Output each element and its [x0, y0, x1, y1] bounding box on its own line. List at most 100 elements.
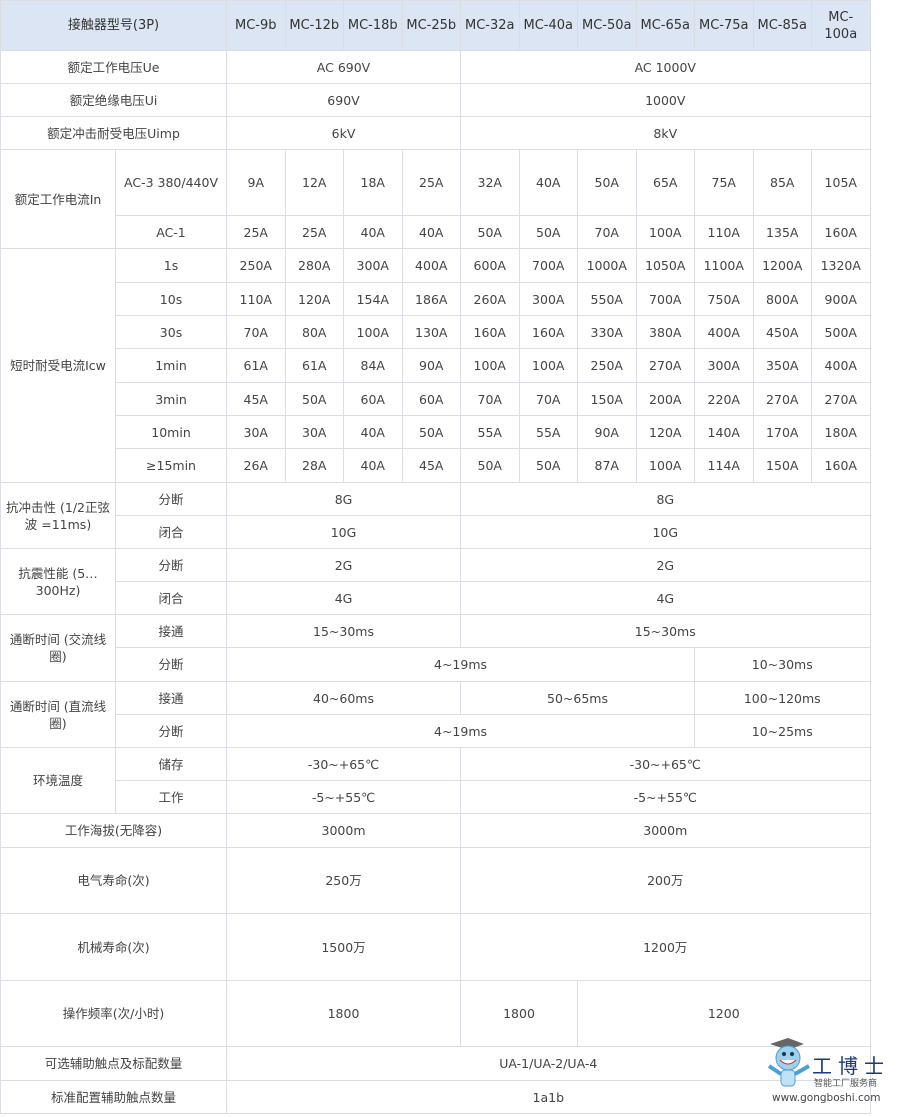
table-cell: 200A: [635, 382, 696, 416]
table-cell: 32A: [460, 149, 520, 216]
table-cell: 130A: [401, 315, 462, 349]
table-cell: 4G: [460, 581, 871, 615]
table-cell: 450A: [752, 315, 813, 349]
table-cell: 84A: [343, 348, 403, 383]
table-cell: 400A: [694, 315, 754, 349]
table-cell: 操作频率(次/小时): [0, 980, 228, 1047]
table-cell: 30A: [284, 415, 345, 449]
table-row: 工作海拔(无降容) 3000m 3000m: [0, 813, 871, 848]
table-cell: 150A: [577, 382, 637, 416]
table-cell: 50A: [518, 215, 579, 249]
table-row: 通断时间 (直流线圈) 接通 40~60ms 50~65ms 100~120ms: [0, 681, 871, 748]
table-cell: 135A: [752, 215, 813, 249]
table-cell: 60A: [401, 382, 462, 416]
table-cell: 50A: [401, 415, 462, 449]
table-cell: 120A: [284, 282, 345, 316]
table-cell: 额定冲击耐受电压Uimp: [0, 116, 228, 150]
table-cell: 270A: [811, 382, 871, 416]
table-row: 额定绝缘电压Ui 690V 1000V: [0, 83, 871, 117]
table-cell: 380A: [635, 315, 696, 349]
table-cell: 800A: [752, 282, 813, 316]
table-cell: 1500万: [226, 913, 462, 981]
table-cell: 工作海拔(无降容): [0, 813, 228, 848]
table-cell: 50A: [460, 215, 520, 249]
table-row: 抗冲击性 (1/2正弦波 =11ms) 分断 8G 8G: [0, 482, 871, 549]
table-cell: 8kV: [460, 116, 871, 150]
table-cell: 30A: [226, 415, 286, 449]
table-cell: 700A: [518, 248, 579, 283]
table-cell: 100A: [460, 348, 520, 383]
table-cell: 400A: [401, 248, 462, 283]
table-cell: 40A: [343, 448, 403, 483]
table-cell: 25A: [284, 215, 345, 249]
table-cell: 额定工作电压Ue: [0, 50, 228, 84]
table-cell: 120A: [635, 415, 696, 449]
table-row: 标准配置辅助触点数量 1a1b: [0, 1080, 871, 1114]
table-cell: AC 1000V: [460, 50, 871, 84]
header-cell: MC-9b: [226, 0, 286, 51]
contactor-spec-table: 接触器型号(3P) MC-9b MC-12b MC-18b MC-25b MC-32a MC…: [0, 0, 871, 1114]
table-cell: 110A: [694, 215, 754, 249]
table-cell: 1050A: [635, 248, 696, 283]
table-cell: 30s: [114, 315, 228, 349]
table-cell: 1200万: [460, 913, 871, 981]
table-cell: 通断时间 (直流线圈): [0, 681, 116, 748]
table-cell: 15~30ms: [460, 614, 871, 648]
table-row: 1min 61A 61A 84A 90A 100A 100A 250A 270A 300A 350A…: [1, 348, 871, 383]
table-cell: 1800: [226, 980, 462, 1047]
table-cell: 10min: [114, 415, 228, 449]
table-cell: 短时耐受电流Icw: [0, 248, 116, 483]
table-cell: 61A: [226, 348, 286, 383]
table-cell: 150A: [752, 448, 813, 483]
table-row: 额定冲击耐受电压Uimp 6kV 8kV: [0, 116, 871, 150]
table-cell: 1000A: [577, 248, 637, 283]
table-row: 3min 45A 50A 60A 60A 70A 70A 150A 200A 220A 270A 27…: [1, 382, 871, 416]
table-cell: 分断: [114, 714, 228, 748]
table-row: ≥15min 26A 28A 40A 45A 50A 50A 87A 100A 114A 150A 1…: [1, 448, 871, 483]
table-cell: 300A: [518, 282, 579, 316]
table-row: 闭合 10G 10G: [1, 515, 871, 549]
table-cell: 抗冲击性 (1/2正弦波 =11ms): [0, 482, 116, 549]
table-cell: 10s: [114, 282, 228, 316]
table-cell: 160A: [518, 315, 579, 349]
table-cell: 80A: [284, 315, 345, 349]
table-cell: 100A: [635, 448, 696, 483]
table-cell: 28A: [284, 448, 345, 483]
table-cell: 280A: [284, 248, 345, 283]
table-cell: 工作: [114, 780, 228, 814]
table-row: 可选辅助触点及标配数量 UA-1/UA-2/UA-4: [0, 1046, 871, 1081]
table-cell: 45A: [401, 448, 462, 483]
table-cell: 70A: [577, 215, 637, 249]
table-row: 抗震性能 (5…300Hz) 分断 2G 2G: [0, 548, 871, 615]
table-cell: 3min: [114, 382, 228, 416]
table-cell: 600A: [460, 248, 520, 283]
table-cell: 分断: [114, 548, 228, 582]
table-cell: 186A: [401, 282, 462, 316]
table-cell: 550A: [577, 282, 637, 316]
table-cell: 85A: [752, 149, 813, 216]
table-cell: 45A: [226, 382, 286, 416]
table-cell: 90A: [577, 415, 637, 449]
table-row: 短时耐受电流Icw 1s 250A 280A 300A 400A 600A 700A 1000A…: [0, 248, 871, 483]
table-cell: 100~120ms: [694, 681, 871, 715]
table-cell: UA-1/UA-2/UA-4: [226, 1046, 871, 1081]
table-cell: 70A: [226, 315, 286, 349]
table-cell: 额定绝缘电压Ui: [0, 83, 228, 117]
table-cell: 6kV: [226, 116, 462, 150]
table-cell: 50A: [460, 448, 520, 483]
table-row: 操作频率(次/小时) 1800 1800 1200: [0, 980, 871, 1047]
table-row: 分断 4~19ms 10~30ms: [1, 647, 871, 682]
watermark-brand: 工博士: [812, 1054, 890, 1078]
table-cell: 4~19ms: [226, 647, 696, 682]
table-cell: 可选辅助触点及标配数量: [0, 1046, 228, 1081]
table-cell: 40A: [343, 215, 403, 249]
table-cell: 105A: [811, 149, 871, 216]
table-cell: 储存: [114, 747, 228, 781]
table-cell: 8G: [460, 482, 871, 516]
table-cell: -30~+65℃: [226, 747, 462, 781]
header-cell: MC-75a: [694, 0, 754, 51]
table-cell: 闭合: [114, 581, 228, 615]
table-cell: 通断时间 (交流线圈): [0, 614, 116, 682]
table-cell: ≥15min: [114, 448, 228, 483]
table-cell: 250A: [226, 248, 286, 283]
